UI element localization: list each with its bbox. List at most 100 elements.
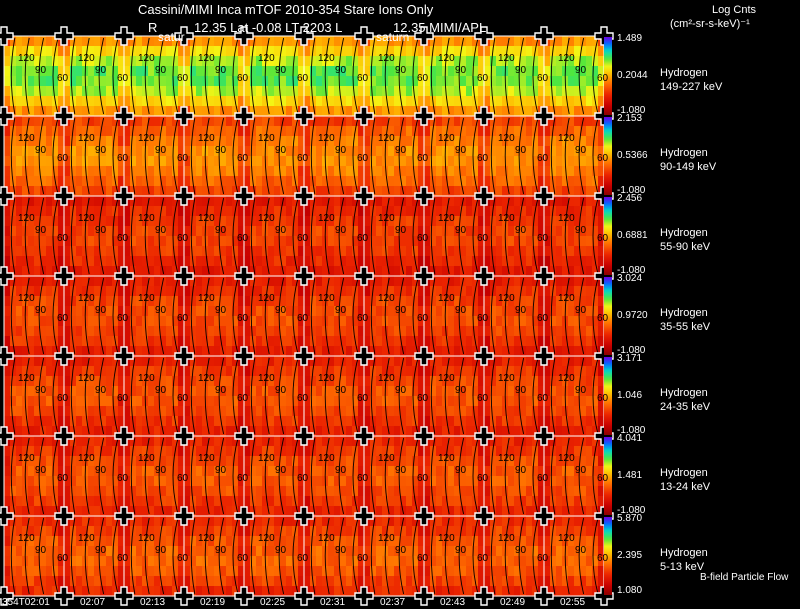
pixel <box>580 166 587 177</box>
pixel <box>196 496 203 507</box>
pixel <box>172 186 179 197</box>
pixel <box>394 476 401 487</box>
pixel <box>424 86 431 97</box>
image-panel <box>484 196 545 277</box>
pixel <box>484 336 491 347</box>
pixel <box>388 426 395 437</box>
pixel <box>448 266 455 277</box>
pixel <box>436 316 443 327</box>
pixel <box>334 196 341 207</box>
pixel <box>196 256 203 267</box>
pixel <box>52 246 59 257</box>
pixel <box>448 306 455 317</box>
pixel <box>46 56 53 67</box>
pixel <box>556 406 563 417</box>
pixel <box>148 286 155 297</box>
pixel <box>280 156 287 167</box>
pixel <box>202 56 209 67</box>
field-line <box>338 37 345 115</box>
pixel <box>532 426 539 437</box>
pixel <box>148 86 155 97</box>
pixel <box>484 316 491 327</box>
pixel <box>484 306 491 317</box>
field-line <box>458 357 465 435</box>
pixel <box>370 246 377 257</box>
pixel <box>574 176 581 187</box>
image-panel <box>124 116 185 197</box>
pixel <box>76 226 83 237</box>
pixel <box>520 46 527 57</box>
pixel <box>568 76 575 87</box>
pixel <box>466 246 473 257</box>
field-line <box>232 437 239 515</box>
field-line <box>204 437 210 515</box>
pixel <box>154 156 161 167</box>
pixel <box>166 56 173 67</box>
pixel <box>394 306 401 317</box>
pixel <box>334 106 341 117</box>
pixel <box>142 116 149 127</box>
pixel <box>148 166 155 177</box>
pixel <box>490 286 497 297</box>
pixel <box>268 366 275 377</box>
pixel <box>574 126 581 137</box>
pixel <box>184 66 191 77</box>
pixel <box>580 336 587 347</box>
pixel <box>328 506 335 517</box>
pixel <box>10 376 17 387</box>
pixel <box>274 276 281 287</box>
pixel <box>46 136 53 147</box>
pixel <box>514 226 521 237</box>
pixel <box>196 56 203 67</box>
pixel <box>268 306 275 317</box>
field-line <box>218 277 225 355</box>
pixel <box>364 466 371 477</box>
pixel <box>274 436 281 447</box>
pixel <box>592 346 599 357</box>
pixel <box>364 56 371 67</box>
pixel <box>142 186 149 197</box>
pixel <box>160 456 167 467</box>
field-line <box>370 277 376 355</box>
pixel <box>520 416 527 427</box>
pixel <box>10 466 17 477</box>
pixel <box>388 66 395 77</box>
pixel <box>412 466 419 477</box>
pixel <box>436 56 443 67</box>
pixel <box>88 36 95 47</box>
pixel <box>334 36 341 47</box>
pixel <box>490 366 497 377</box>
field-line <box>310 117 316 195</box>
pixel <box>232 456 239 467</box>
pixel <box>592 266 599 277</box>
pixel <box>70 486 77 497</box>
pixel <box>58 136 65 147</box>
pixel <box>520 216 527 227</box>
pixel <box>124 216 131 227</box>
pixel <box>214 286 221 297</box>
pixel <box>490 476 497 487</box>
pixel <box>484 326 491 337</box>
pixel <box>34 66 41 77</box>
pixel <box>592 66 599 77</box>
pixel <box>340 76 347 87</box>
pixel <box>436 476 443 487</box>
pixel <box>514 486 521 497</box>
pixel <box>478 406 485 417</box>
pixel <box>28 246 35 257</box>
pixel <box>76 386 83 397</box>
pixel <box>310 216 317 227</box>
pixel <box>166 246 173 257</box>
pixel <box>496 266 503 277</box>
field-line <box>504 357 510 435</box>
pixel <box>148 416 155 427</box>
pixel <box>340 216 347 227</box>
pixel <box>136 96 143 107</box>
pixel <box>538 366 545 377</box>
pixel <box>274 256 281 267</box>
pixel <box>550 246 557 257</box>
pixel <box>262 356 269 367</box>
pixel <box>418 386 425 397</box>
pixel <box>250 346 257 357</box>
pixel <box>190 296 197 307</box>
